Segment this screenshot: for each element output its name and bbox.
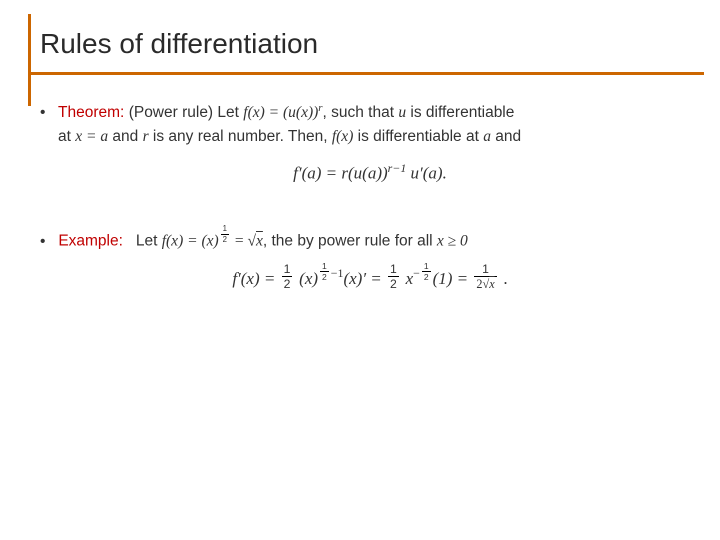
- example-formula: f′(x) = 12 (x)12−1(x)′ = 12 x−12(1) = 12…: [40, 264, 700, 293]
- theorem-u: u: [398, 104, 406, 121]
- theorem-paragraph-2: at x = a and r is any real number. Then,…: [40, 125, 700, 149]
- one: (1) =: [433, 268, 473, 287]
- example-sqrtx: √x: [247, 233, 262, 250]
- example-label: Example:: [58, 233, 123, 250]
- half-2: 12: [388, 263, 399, 290]
- formula-lhs: f′(a) = r(u(a)): [293, 164, 388, 183]
- xpow: (x): [299, 268, 318, 287]
- example-eq: =: [231, 233, 248, 250]
- bullet-icon-2: •: [40, 230, 54, 254]
- theorem-and2: and: [491, 128, 521, 145]
- theorem-text-3: is differentiable: [406, 104, 514, 121]
- theorem-a: a: [483, 128, 491, 145]
- exp1: 12: [320, 262, 329, 282]
- theorem-isdiff: is differentiable at: [353, 128, 483, 145]
- xprime: (x)′ =: [343, 268, 386, 287]
- example-let: Let: [136, 233, 162, 250]
- example-cond: x ≥ 0: [437, 233, 468, 250]
- theorem-text-1: Let: [217, 104, 243, 121]
- deriv-lhs: f′(x) =: [232, 268, 279, 287]
- bullet-icon: •: [40, 101, 54, 125]
- accent-horizontal-line: [28, 72, 704, 75]
- formula-rhs: u′(a).: [406, 164, 447, 183]
- example-fx: f(x) = (x): [162, 233, 219, 250]
- theorem-text-2: , such that: [323, 104, 399, 121]
- theorem-anyreal: is any real number. Then,: [149, 128, 332, 145]
- xneg: x: [406, 268, 414, 287]
- accent-vertical-line: [28, 14, 31, 106]
- formula-exp: r−1: [388, 161, 407, 175]
- theorem-paragraph: • Theorem: (Power rule) Let f(x) = (u(x)…: [40, 100, 700, 125]
- example-fx-exp: 12: [221, 225, 229, 244]
- theorem-at: at: [58, 128, 75, 145]
- slide-body: • Theorem: (Power rule) Let f(x) = (u(x)…: [40, 100, 700, 311]
- half-1: 12: [282, 263, 293, 290]
- theorem-fx: f(x) = (u(x)): [243, 104, 318, 121]
- example-paragraph: • Example: Let f(x) = (x)12 = √x, the by…: [40, 227, 700, 253]
- theorem-xa: x = a: [75, 128, 108, 145]
- theorem-formula: f′(a) = r(u(a))r−1 u′(a).: [40, 159, 700, 187]
- theorem-fx2: f(x): [332, 128, 354, 145]
- final-frac: 12√x: [474, 263, 496, 290]
- theorem-name: (Power rule): [129, 104, 213, 121]
- theorem-label: Theorem:: [58, 104, 124, 121]
- example-tail: , the by power rule for all: [263, 233, 437, 250]
- exp2: 12: [422, 262, 431, 282]
- page-title: Rules of differentiation: [40, 28, 318, 60]
- theorem-and: and: [108, 128, 142, 145]
- dot: .: [503, 268, 507, 287]
